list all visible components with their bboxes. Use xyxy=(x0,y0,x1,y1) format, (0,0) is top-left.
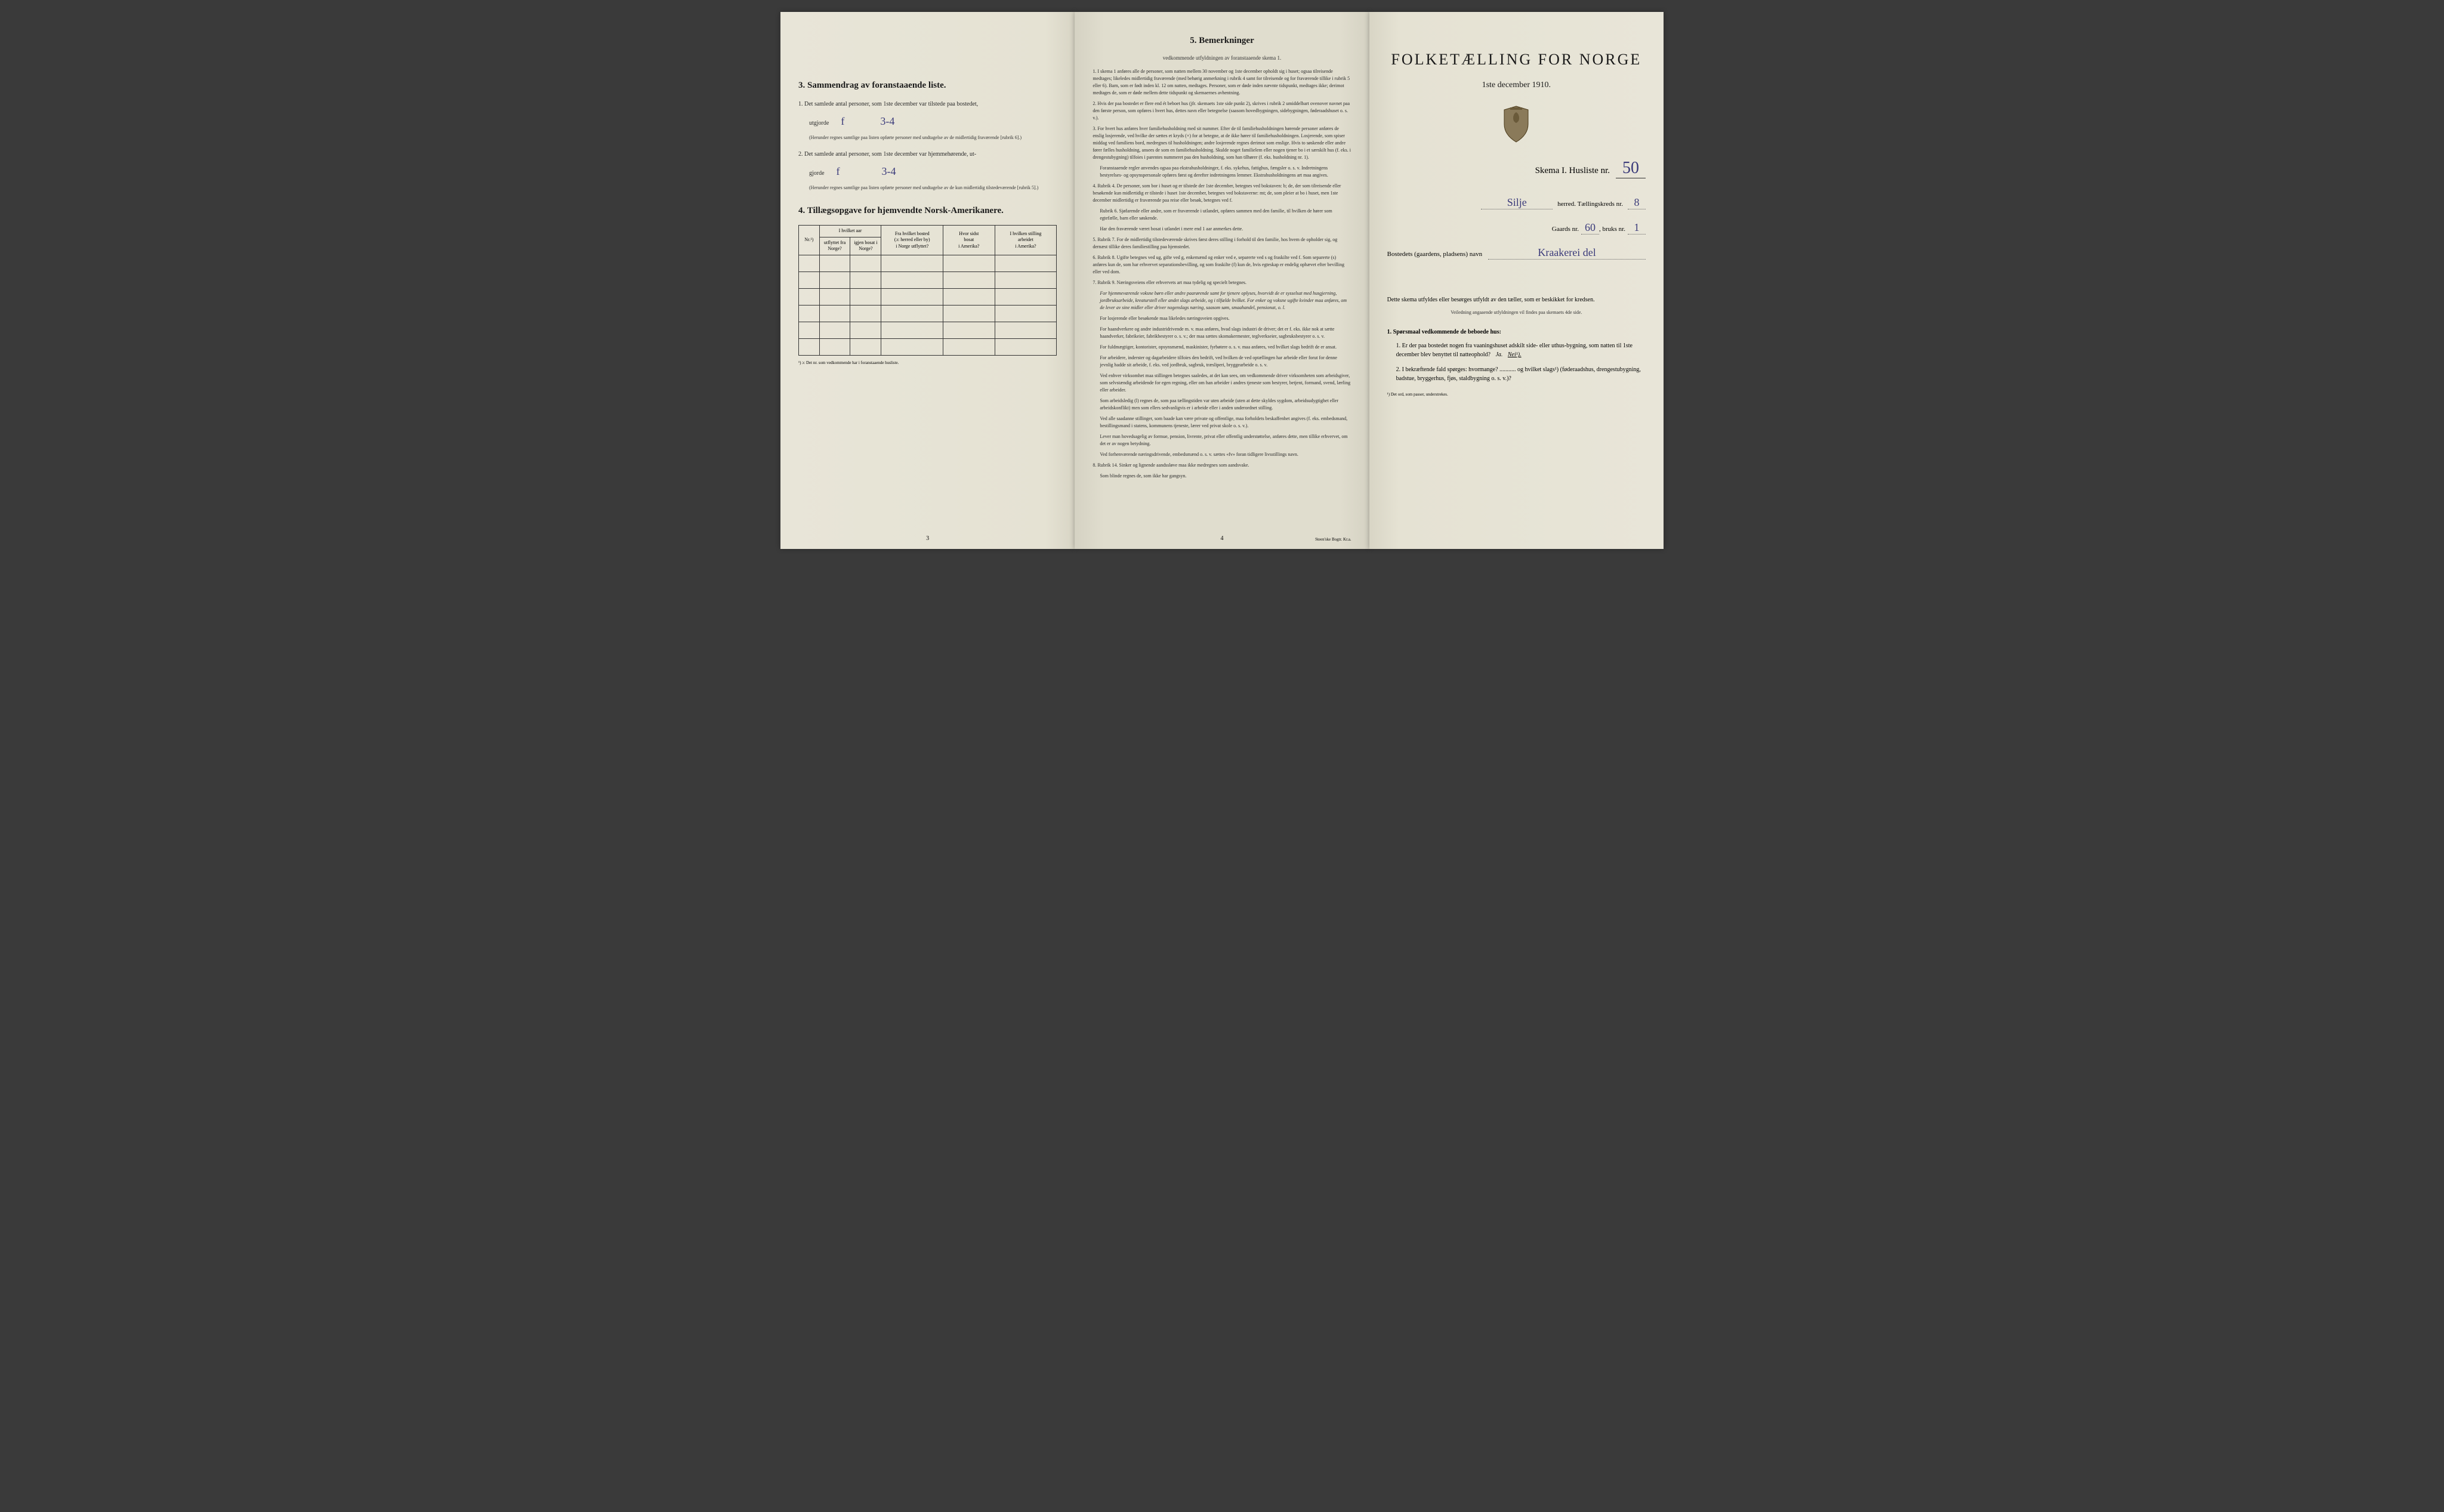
remark-4c: Har den fraværende været bosat i utlande… xyxy=(1093,226,1351,233)
remark-4: 4. Rubrik 4. De personer, som bor i huse… xyxy=(1093,183,1351,204)
bosted-line: Bostedets (gaardens, pladsens) navn Kraa… xyxy=(1387,246,1646,260)
item-2: 2. Det samlede antal personer, som 1ste … xyxy=(798,150,1057,159)
table-row xyxy=(799,288,1057,305)
section-5-subtitle: vedkommende utfyldningen av foranstaaend… xyxy=(1093,55,1351,61)
answer-nei: Nei¹). xyxy=(1508,351,1522,358)
remark-4b: Rubrik 6. Sjøfarende eller andre, som er… xyxy=(1093,208,1351,222)
question-header: 1. Spørsmaal vedkommende de beboede hus: xyxy=(1387,328,1646,337)
herred-line: Silje herred. Tællingskreds nr. 8 xyxy=(1387,196,1646,209)
section-3-title: 3. Sammendrag av foranstaaende liste. xyxy=(798,81,1057,91)
remark-3: 3. For hvert hus anføres hver familiehus… xyxy=(1093,125,1351,161)
skema-line: Skema I. Husliste nr. 50 xyxy=(1387,159,1646,178)
remark-7c: For losjerende eller besøkende maa likel… xyxy=(1093,315,1351,322)
remark-3b: Foranstaaende regler anvendes ogsaa paa … xyxy=(1093,165,1351,179)
remark-7: 7. Rubrik 9. Næringsveiens eller erhverv… xyxy=(1093,279,1351,286)
question-1: 1. Er der paa bostedet nogen fra vaaning… xyxy=(1396,341,1646,359)
table-row xyxy=(799,255,1057,271)
husliste-nr: 50 xyxy=(1616,159,1646,178)
col-from: Fra hvilket bosted (ɔ: herred eller by) … xyxy=(881,226,943,255)
col-where: Hvor sidst bosat i Amerika? xyxy=(943,226,995,255)
remark-1: 1. I skema 1 anføres alle de personer, s… xyxy=(1093,68,1351,97)
col-emigrated: utflyttet fra Norge? xyxy=(819,237,850,255)
remark-8b: Som blinde regnes de, som ikke har gangs… xyxy=(1093,473,1351,480)
remark-7k: Ved forhenværende næringsdrivende, embed… xyxy=(1093,451,1351,458)
page-1: FOLKETÆLLING FOR NORGE 1ste december 191… xyxy=(1369,12,1664,549)
remark-2: 2. Hvis der paa bostedet er flere end ét… xyxy=(1093,100,1351,122)
coat-of-arms-icon xyxy=(1387,105,1646,147)
printer-mark: Steen'ske Bogtr. Kr.a. xyxy=(1315,537,1351,542)
remark-7e: For fuldmægtiger, kontorister, opsynsmæn… xyxy=(1093,344,1351,351)
herred-name: Silje xyxy=(1481,196,1553,209)
handwritten-value-2a: f xyxy=(837,165,840,178)
remark-7f: For arbeidere, inderster og dagarbeidere… xyxy=(1093,354,1351,369)
remark-8: 8. Rubrik 14. Sinker og lignende aandssl… xyxy=(1093,462,1351,469)
col-year: I hvilket aar xyxy=(819,226,881,237)
handwritten-value-1b: 3-4 xyxy=(880,115,894,128)
handwritten-value-1a: f xyxy=(841,115,844,128)
page-number: 4 xyxy=(1220,535,1223,542)
gaards-nr: 60 xyxy=(1581,221,1599,234)
gaards-line: Gaards nr. 60 , bruks nr. 1 xyxy=(1387,221,1646,234)
right-footnote: ¹) Det ord, som passer, understrekes. xyxy=(1387,392,1646,397)
table-row xyxy=(799,271,1057,288)
remark-7b: For hjemmeværende voksne børn eller andr… xyxy=(1093,290,1351,311)
instruction-2: Veiledning angaaende utfyldningen vil fi… xyxy=(1387,309,1646,316)
item-2-note: (Herunder regnes samtlige paa listen opf… xyxy=(809,184,1057,191)
page-number: 3 xyxy=(926,535,929,542)
table-row xyxy=(799,322,1057,338)
kreds-nr: 8 xyxy=(1628,196,1646,209)
table-row xyxy=(799,305,1057,322)
census-document: 3. Sammendrag av foranstaaende liste. 1.… xyxy=(780,12,1664,549)
item-1: 1. Det samlede antal personer, som 1ste … xyxy=(798,100,1057,109)
bosted-name: Kraakerei del xyxy=(1488,246,1646,260)
col-position: I hvilken stilling arbeidet i Amerika? xyxy=(995,226,1057,255)
handwritten-value-2b: 3-4 xyxy=(882,165,896,178)
section-5-title: 5. Bemerkninger xyxy=(1093,36,1351,46)
item-1-note: (Herunder regnes samtlige paa listen opf… xyxy=(809,134,1057,141)
main-title: FOLKETÆLLING FOR NORGE xyxy=(1387,51,1646,69)
remark-7i: Ved alle saadanne stillinger, som baade … xyxy=(1093,415,1351,430)
remark-7g: Ved enhver virksomhet maa stillingen bet… xyxy=(1093,372,1351,394)
bruks-nr: 1 xyxy=(1628,221,1646,234)
remark-7h: Som arbeidsledig (l) regnes de, som paa … xyxy=(1093,397,1351,412)
table-footnote: ¹) ɔ: Det nr. som vedkommende har i fora… xyxy=(798,360,1057,365)
col-returned: igjen bosat i Norge? xyxy=(850,237,881,255)
remark-6: 6. Rubrik 8. Ugifte betegnes ved ug, gif… xyxy=(1093,254,1351,276)
page-4: 5. Bemerkninger vedkommende utfyldningen… xyxy=(1075,12,1369,549)
instruction-1: Dette skema utfyldes eller besørges utfy… xyxy=(1387,295,1646,304)
section-4-title: 4. Tillægsopgave for hjemvendte Norsk-Am… xyxy=(798,206,1057,216)
table-row xyxy=(799,338,1057,355)
remark-7j: Lever man hovedsagelig av formue, pensio… xyxy=(1093,433,1351,448)
remark-7d: For haandverkere og andre industridriven… xyxy=(1093,326,1351,340)
census-date: 1ste december 1910. xyxy=(1387,81,1646,90)
remark-5: 5. Rubrik 7. For de midlertidig tilstede… xyxy=(1093,236,1351,251)
col-nr: Nr.¹) xyxy=(799,226,820,255)
page-3: 3. Sammendrag av foranstaaende liste. 1.… xyxy=(780,12,1075,549)
question-2: 2. I bekræftende fald spørges: hvormange… xyxy=(1396,365,1646,383)
american-table: Nr.¹) I hvilket aar Fra hvilket bosted (… xyxy=(798,225,1057,355)
